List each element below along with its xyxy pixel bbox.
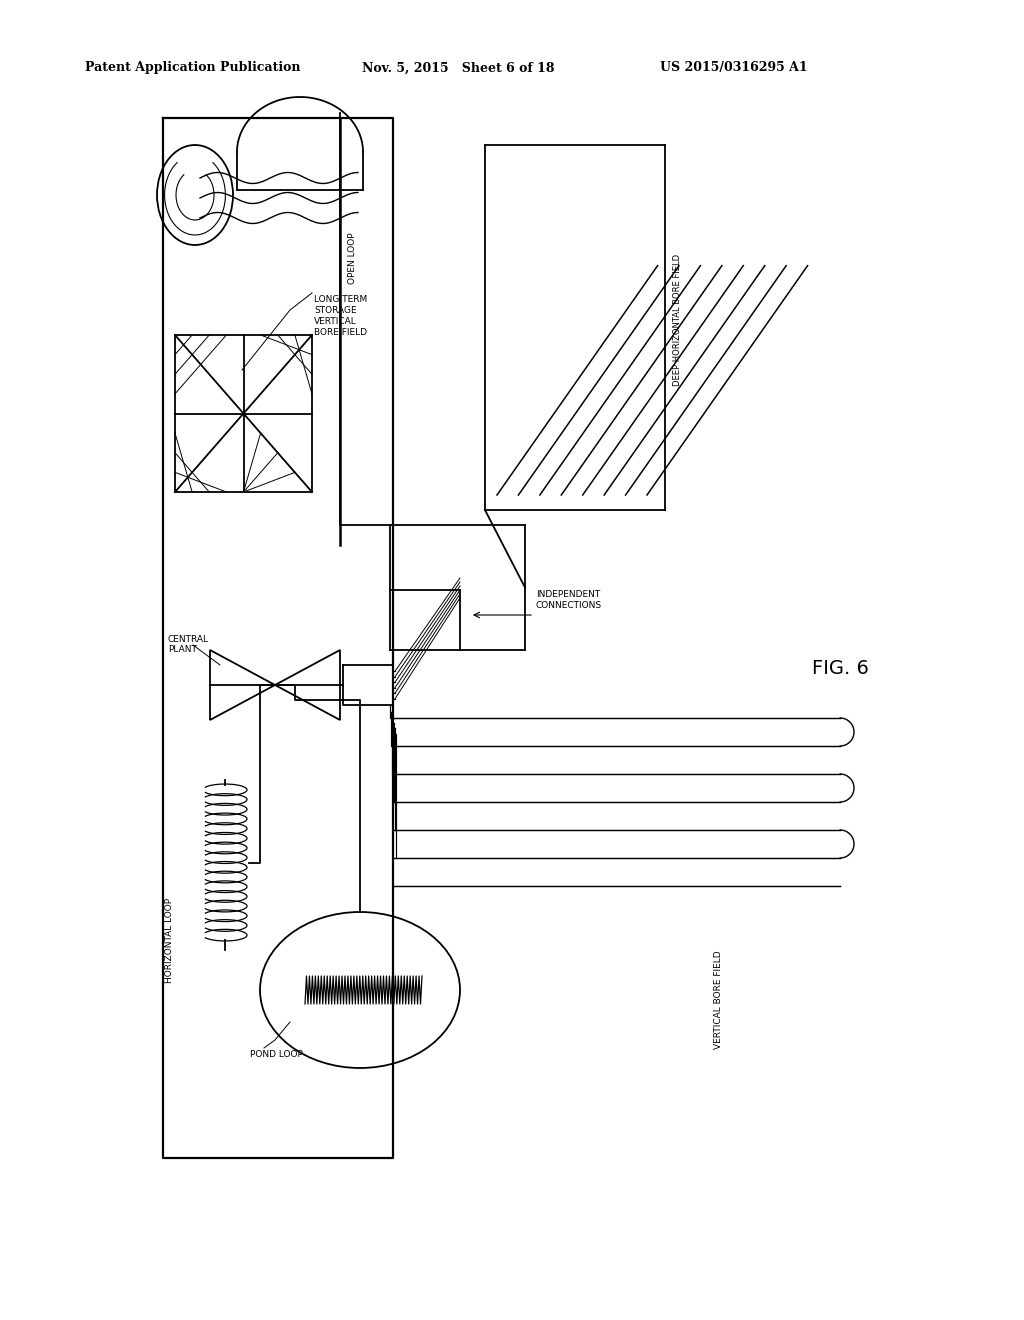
Text: VERTICAL BORE FIELD: VERTICAL BORE FIELD xyxy=(714,950,723,1049)
Text: OPEN LOOP: OPEN LOOP xyxy=(348,232,357,284)
Text: DEEP HORIZONTAL BORE FIELD: DEEP HORIZONTAL BORE FIELD xyxy=(673,253,682,385)
Text: INDEPENDENT
CONNECTIONS: INDEPENDENT CONNECTIONS xyxy=(536,590,602,610)
Text: CENTRAL
PLANT: CENTRAL PLANT xyxy=(168,635,209,655)
Text: HORIZONTAL LOOP: HORIZONTAL LOOP xyxy=(165,898,174,982)
Text: POND LOOP: POND LOOP xyxy=(250,1049,303,1059)
Text: US 2015/0316295 A1: US 2015/0316295 A1 xyxy=(660,62,808,74)
Text: FIG. 6: FIG. 6 xyxy=(812,659,868,677)
Text: Nov. 5, 2015   Sheet 6 of 18: Nov. 5, 2015 Sheet 6 of 18 xyxy=(362,62,555,74)
Text: LONG TERM
STORAGE
VERTICAL
BORE FIELD: LONG TERM STORAGE VERTICAL BORE FIELD xyxy=(314,294,368,338)
Text: Patent Application Publication: Patent Application Publication xyxy=(85,62,300,74)
